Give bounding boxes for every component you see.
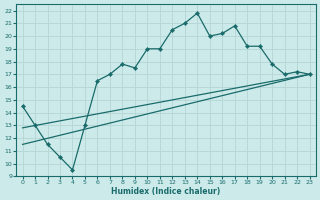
X-axis label: Humidex (Indice chaleur): Humidex (Indice chaleur) [111,187,221,196]
